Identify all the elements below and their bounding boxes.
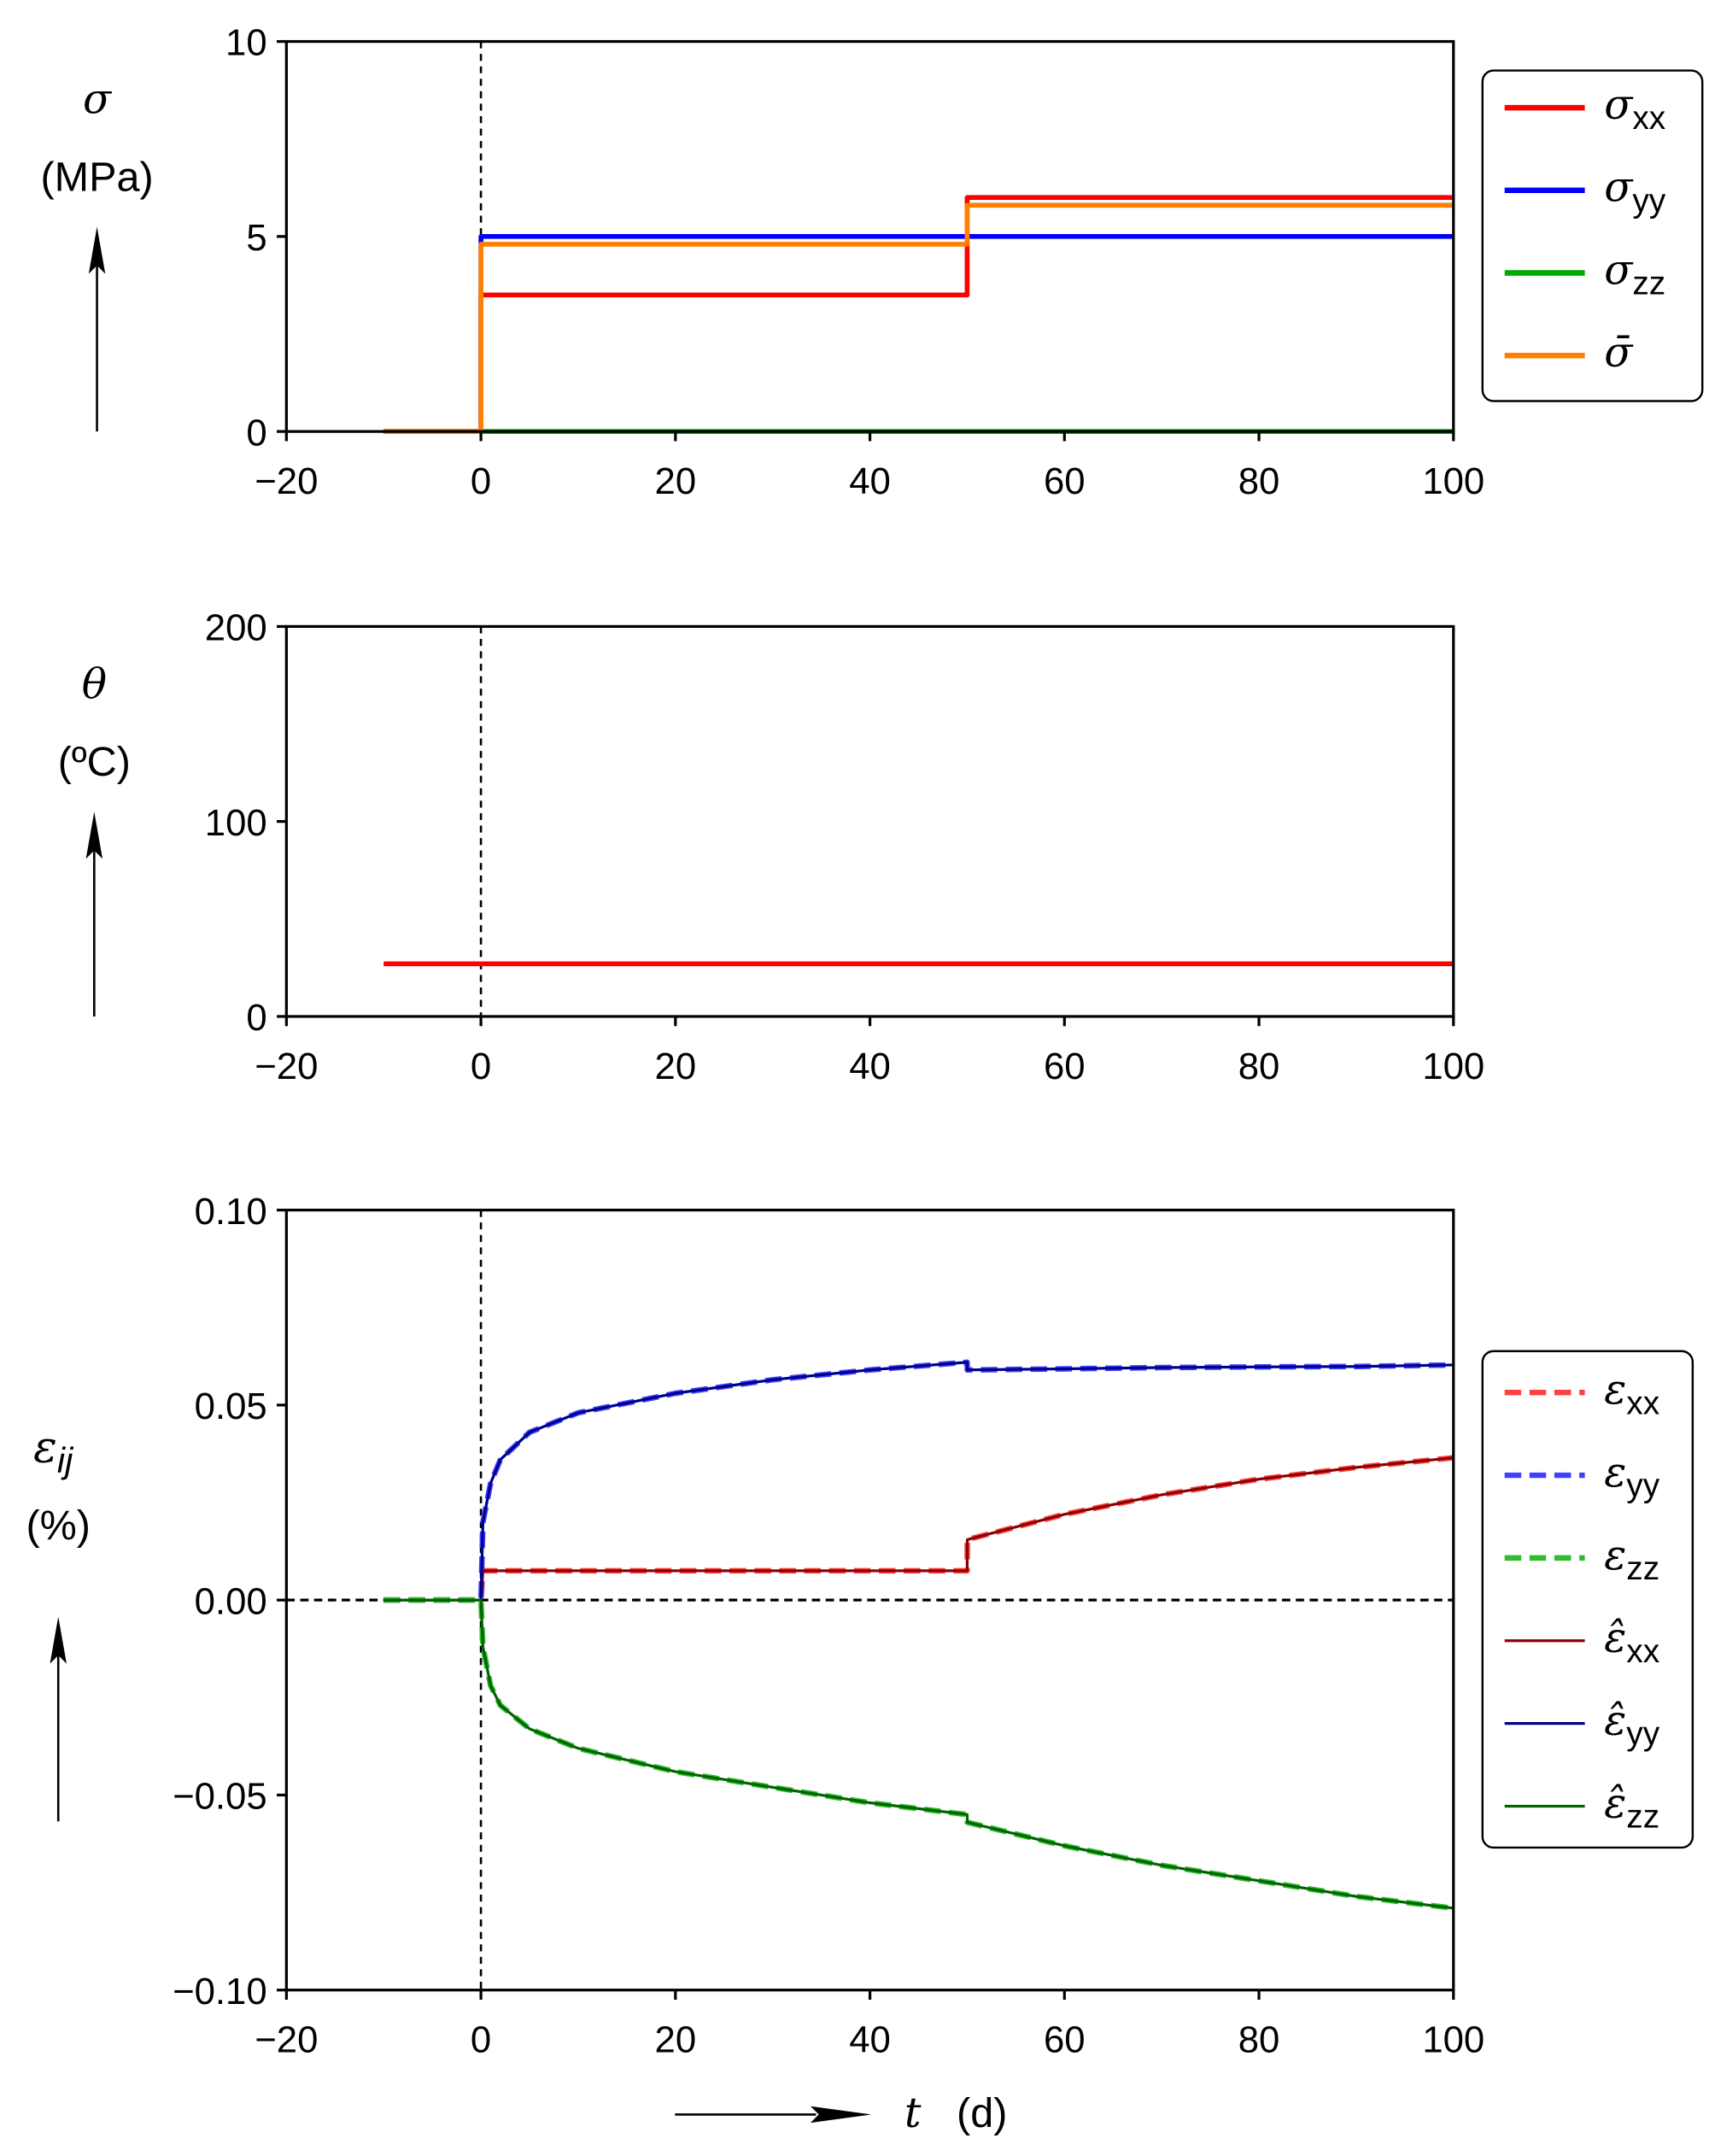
subscript: yy: [1632, 183, 1665, 220]
x-tick-label: 60: [1044, 2019, 1086, 2061]
legend-entry: σxx: [1604, 81, 1665, 137]
x-axis-label: t (d): [675, 2089, 1007, 2137]
legend-entry: σyy: [1604, 164, 1666, 220]
series-line-yy: [383, 1359, 1454, 1603]
arrow-up-icon: [85, 811, 103, 859]
subscript: zz: [1626, 1799, 1659, 1836]
symbol: ε: [1604, 1532, 1626, 1579]
subscript: xx: [1626, 1385, 1659, 1421]
x-tick-label: 80: [1238, 460, 1280, 502]
y-axis-label: σ (MPa): [40, 76, 154, 432]
x-tick-label: 80: [1238, 2019, 1280, 2061]
subscript: zz: [1626, 1550, 1659, 1587]
symbol: ε: [1604, 1366, 1626, 1414]
y-tick-label: 0: [246, 412, 266, 454]
y-axis-label: θ (ºC): [58, 661, 131, 1016]
panel-2: −20 0 20 40 60 80 100 0 100 200 θ (ºC): [58, 607, 1484, 1087]
x-tick-label: 0: [471, 1046, 491, 1087]
symbol: σ̄: [1604, 329, 1634, 377]
subscript: yy: [1626, 1716, 1659, 1753]
legend-entry: ε̂yy: [1604, 1697, 1659, 1753]
y-tick-label: 0.05: [195, 1386, 267, 1427]
series-line-zz-hat: [383, 1598, 1454, 1910]
x-tick-label: −20: [255, 1046, 318, 1087]
arrow-right-icon: [810, 2106, 872, 2124]
legend-entry: ε̂zz: [1604, 1779, 1659, 1835]
y-tick-label: 0.00: [195, 1580, 267, 1622]
legend-entry: ε̂xx: [1604, 1614, 1659, 1670]
y-tick-label: 200: [205, 607, 267, 649]
symbol: ε̂: [1604, 1614, 1626, 1662]
y-label-symbol: σ: [83, 76, 113, 124]
x-tick-label: 0: [471, 460, 491, 502]
arrow-up-icon: [50, 1616, 67, 1664]
x-tick-label: 60: [1044, 460, 1086, 502]
x-tick-label: 80: [1238, 1046, 1280, 1087]
x-label-unit: (d): [957, 2090, 1007, 2136]
y-tick-label: 5: [246, 217, 266, 259]
x-tick-label: 0: [471, 2019, 491, 2061]
symbol: σ: [1604, 81, 1634, 129]
y-label-unit: (%): [26, 1503, 91, 1549]
x-label-symbol: t: [904, 2089, 922, 2137]
x-tick-label: 100: [1422, 1046, 1484, 1087]
y-tick-label: 100: [205, 802, 267, 844]
y-tick-label: 0.10: [195, 1191, 267, 1233]
y-tick-label: −0.05: [173, 1776, 267, 1818]
legend-entry: σzz: [1604, 246, 1665, 302]
x-tick-label: −20: [255, 460, 318, 502]
y-label-symbol: εij: [33, 1421, 74, 1480]
subscript: yy: [1626, 1468, 1659, 1504]
legend-box: [1481, 69, 1704, 402]
x-tick-label: 20: [655, 460, 697, 502]
x-tick-label: 40: [849, 460, 891, 502]
symbol: ε̂: [1604, 1697, 1626, 1745]
plot-frame: [284, 624, 1455, 1018]
y-label-unit: (ºC): [58, 739, 131, 785]
symbol: ε: [1604, 1449, 1626, 1497]
legend-box: [1481, 1350, 1695, 1849]
subscript: ij: [57, 1440, 74, 1480]
series-line-zz: [383, 1596, 1455, 1912]
y-tick-label: 0: [246, 997, 266, 1039]
arrow-up-icon: [88, 226, 106, 274]
x-tick-label: 100: [1422, 2019, 1484, 2061]
symbol: ε: [33, 1421, 57, 1473]
y-label-unit: (MPa): [40, 154, 153, 200]
y-tick-label: 10: [225, 22, 267, 64]
symbol: σ: [1604, 164, 1634, 212]
x-tick-label: 20: [655, 2019, 697, 2061]
y-label-symbol: θ: [82, 661, 107, 709]
y-axis-label: εij (%): [26, 1421, 91, 1822]
subscript: xx: [1632, 100, 1665, 137]
x-tick-label: 40: [849, 1046, 891, 1087]
y-tick-label: −0.10: [173, 1971, 267, 2012]
series-line-xx: [383, 195, 1454, 434]
x-tick-label: 40: [849, 2019, 891, 2061]
subscript: zz: [1632, 266, 1665, 302]
legend-entry: εxx: [1604, 1366, 1659, 1421]
subscript: xx: [1626, 1633, 1659, 1670]
series-line-xx: [383, 1455, 1455, 1603]
symbol: ε̂: [1604, 1779, 1626, 1827]
legend-entry: σ̄: [1604, 329, 1634, 377]
x-tick-label: 100: [1422, 460, 1484, 502]
series-line-xx-hat: [383, 1456, 1454, 1602]
series-line-yy: [383, 234, 1454, 434]
legend-entry: εzz: [1604, 1532, 1659, 1587]
symbol: σ: [1604, 246, 1634, 294]
x-tick-label: 20: [655, 1046, 697, 1087]
panel-3: −20 0 20 40 60 80 100−0.10−0.050.000.050.10εij…: [26, 1191, 1695, 2137]
x-tick-label: −20: [255, 2019, 318, 2061]
x-tick-label: 60: [1044, 1046, 1086, 1087]
legend-entry: εyy: [1604, 1449, 1659, 1504]
series-line-yy-hat: [383, 1361, 1454, 1602]
series-line-mean-hat: [383, 202, 1454, 434]
